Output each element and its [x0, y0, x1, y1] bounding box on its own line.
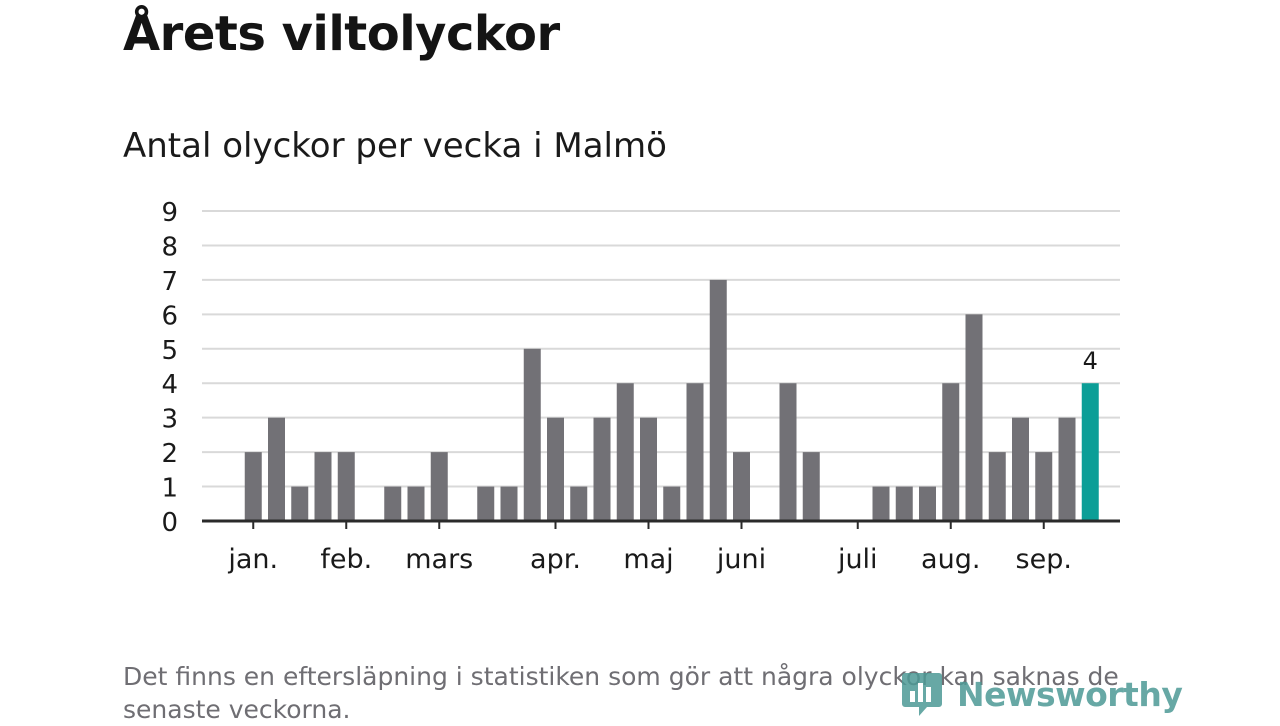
- bar: [570, 486, 588, 521]
- bar: [407, 486, 425, 521]
- bars: [244, 279, 1099, 521]
- chart-subtitle: Antal olyckor per vecka i Malmö: [123, 126, 667, 166]
- bar: [919, 486, 936, 521]
- bar: [500, 486, 518, 521]
- x-tick-label: apr.: [530, 544, 581, 575]
- bar: [523, 348, 541, 521]
- x-tick-label: mars: [405, 544, 473, 575]
- chart-title: Årets viltolyckor: [123, 6, 560, 62]
- bar: [616, 383, 634, 521]
- bar: [965, 314, 983, 521]
- y-tick-label: 5: [161, 336, 178, 366]
- bar: [640, 417, 657, 521]
- y-tick-label: 7: [161, 267, 178, 297]
- x-tick-label: aug.: [921, 544, 980, 575]
- bar: [244, 452, 262, 521]
- x-tick-label: sep.: [1016, 544, 1072, 575]
- bar: [988, 452, 1006, 521]
- bar: [779, 383, 797, 521]
- bar: [547, 417, 564, 521]
- bar: [1012, 417, 1029, 521]
- bar: [291, 486, 309, 521]
- x-axis-month-labels: jan. feb. mars apr. maj juni juli aug. sep.: [227, 521, 1072, 575]
- bar: [895, 486, 913, 521]
- bar: [686, 383, 704, 521]
- bar: [663, 486, 681, 521]
- bar: [942, 383, 960, 521]
- bar: [268, 417, 285, 521]
- x-tick-label: jan.: [227, 544, 278, 575]
- bar-highlight: [1081, 383, 1099, 521]
- bar: [1035, 452, 1053, 521]
- y-tick-label: 0: [161, 508, 178, 538]
- x-tick-label: juni: [716, 544, 766, 575]
- x-tick-label: juli: [837, 544, 878, 575]
- bar: [733, 452, 750, 521]
- y-tick-label: 4: [161, 370, 178, 400]
- logo-text: Newsworthy: [957, 674, 1183, 714]
- bar: [872, 486, 890, 521]
- newsworthy-logo: Newsworthy: [901, 666, 1183, 722]
- bar: [1058, 417, 1076, 521]
- bar: [337, 452, 355, 521]
- bar: [384, 486, 402, 521]
- y-tick-label: 9: [161, 198, 178, 228]
- bar: [314, 452, 332, 521]
- y-axis-ticks: 0 1 2 3 4 5 6 7 8 9: [161, 198, 178, 538]
- y-tick-label: 1: [161, 474, 178, 504]
- bar: [477, 486, 495, 521]
- bar: [593, 417, 611, 521]
- footnote: Det finns en eftersläpning i statistiken…: [123, 662, 1119, 724]
- data-label: 4: [1083, 347, 1098, 375]
- x-tick-label: feb.: [320, 544, 372, 575]
- bar: [802, 452, 820, 521]
- bar: [430, 452, 448, 521]
- newsworthy-bars-icon: [902, 673, 942, 716]
- bar: [709, 279, 727, 521]
- bar-chart: 0 1 2 3 4 5 6 7 8 9 jan. feb. mars apr. maj juni juli au…: [161, 198, 1120, 575]
- y-tick-label: 8: [161, 232, 178, 262]
- x-tick-label: maj: [623, 544, 673, 575]
- data-labels: 4: [1083, 347, 1098, 375]
- y-tick-label: 2: [161, 439, 178, 469]
- y-tick-label: 3: [161, 405, 178, 435]
- y-tick-label: 6: [161, 301, 178, 331]
